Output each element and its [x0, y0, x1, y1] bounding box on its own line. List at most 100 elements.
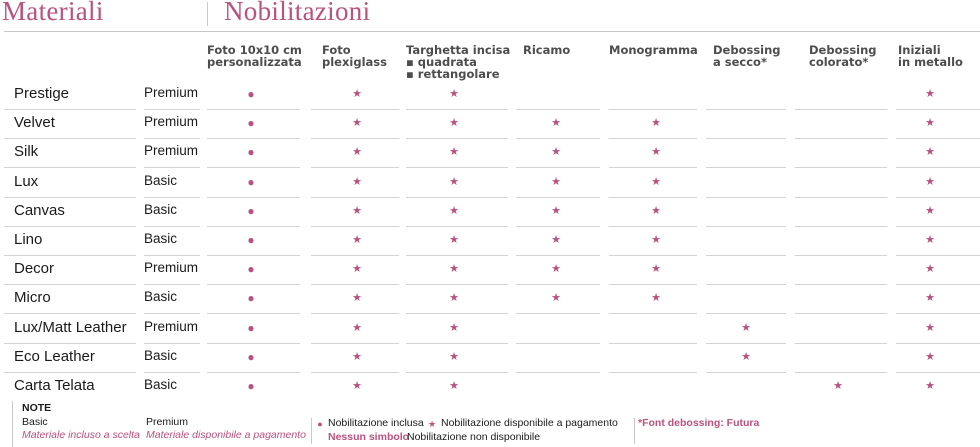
note-none-symbol: Nessun simbolo — [328, 431, 410, 443]
row-rule — [406, 226, 508, 227]
material-name: Eco Leather — [14, 347, 95, 365]
paid-star-icon: ★ — [651, 292, 661, 305]
paid-star-icon: ★ — [449, 204, 459, 217]
row-rule — [706, 138, 786, 139]
paid-star-icon: ★ — [352, 292, 362, 305]
column-header-line: Debossing — [809, 43, 877, 57]
column-header: Debossing a secco* — [713, 44, 781, 68]
row-rule — [795, 372, 887, 373]
paid-star-icon: ★ — [449, 146, 459, 159]
row-rule — [406, 197, 508, 198]
included-dot-icon: ● — [247, 291, 255, 306]
row-rule — [896, 372, 980, 373]
material-level: Basic — [144, 201, 178, 217]
column-header-line: Foto — [322, 43, 351, 57]
column-header: Debossing colorato* — [809, 44, 877, 68]
row-rule — [4, 109, 136, 110]
top-rule — [4, 31, 980, 32]
paid-star-icon: ★ — [449, 175, 459, 188]
row-rule — [4, 284, 136, 285]
material-name: Canvas — [14, 201, 65, 219]
row-rule — [144, 372, 200, 373]
row-rule — [406, 138, 508, 139]
row-rule — [406, 284, 508, 285]
included-dot-icon: ● — [247, 320, 255, 335]
row-rule — [4, 226, 136, 227]
row-rule — [406, 255, 508, 256]
note-basic-label: Basic — [22, 416, 48, 428]
paid-star-icon: ★ — [651, 204, 661, 217]
row-rule — [896, 109, 980, 110]
column-header: Monogramma — [609, 44, 698, 56]
row-rule — [311, 138, 399, 139]
paid-star-icon: ★ — [833, 380, 843, 392]
material-level: Basic — [144, 347, 178, 363]
row-rule — [516, 197, 600, 198]
row-rule — [207, 138, 300, 139]
material-name: Carta Telata — [14, 377, 95, 394]
material-level: Basic — [144, 172, 178, 188]
paid-star-icon: ★ — [449, 350, 459, 363]
paid-star-icon: ★ — [352, 204, 362, 217]
note-paid-label: Nobilitazione disponibile a pagamento — [441, 417, 618, 429]
row-rule — [4, 343, 136, 344]
included-dot-icon: ● — [247, 145, 255, 160]
row-rule — [706, 313, 786, 314]
row-rule — [207, 313, 300, 314]
row-rule — [516, 284, 600, 285]
row-rule — [311, 226, 399, 227]
row-rule — [609, 226, 697, 227]
row-rule — [795, 167, 887, 168]
material-level: Premium — [144, 85, 199, 100]
material-level: Basic — [144, 231, 178, 246]
row-rule — [4, 372, 136, 373]
column-header-line: Monogramma — [609, 43, 698, 57]
notes-divider-2 — [311, 418, 312, 444]
column-header-line: Targhetta incisa — [406, 43, 511, 57]
material-level: Premium — [144, 318, 199, 334]
row-rule — [795, 343, 887, 344]
paid-star-icon: ★ — [352, 88, 362, 100]
row-rule — [4, 313, 136, 314]
column-header-line: Debossing — [713, 43, 781, 57]
row-rule — [516, 109, 600, 110]
row-rule — [144, 255, 200, 256]
row-rule — [609, 138, 697, 139]
paid-star-icon: ★ — [449, 88, 459, 100]
material-name: Lino — [14, 231, 43, 248]
material-level: Premium — [144, 260, 199, 276]
row-rule — [795, 109, 887, 110]
paid-star-icon: ★ — [651, 175, 661, 188]
included-dot-icon: ● — [247, 87, 255, 101]
column-header-line: ▪ quadrata — [406, 55, 477, 69]
notes-title: NOTE — [22, 402, 52, 414]
row-rule — [406, 167, 508, 168]
row-rule — [406, 109, 508, 110]
row-rule — [896, 167, 980, 168]
paid-star-icon: ★ — [925, 321, 935, 334]
row-rule — [144, 313, 200, 314]
column-header-line: plexiglass — [322, 55, 387, 69]
paid-star-icon: ★ — [925, 380, 935, 392]
row-rule — [311, 343, 399, 344]
row-rule — [706, 109, 786, 110]
row-rule — [896, 255, 980, 256]
row-rule — [311, 167, 399, 168]
row-rule — [896, 343, 980, 344]
paid-star-icon: ★ — [551, 263, 561, 276]
row-rule — [795, 226, 887, 227]
row-rule — [706, 226, 786, 227]
row-rule — [144, 343, 200, 344]
included-dot-icon: ● — [247, 174, 255, 189]
row-rule — [896, 313, 980, 314]
row-rule — [706, 372, 786, 373]
row-rule — [406, 372, 508, 373]
note-premium-desc: Materiale disponibile a pagamento — [146, 429, 306, 441]
row-rule — [311, 255, 399, 256]
row-rule — [795, 284, 887, 285]
row-rule — [609, 372, 697, 373]
paid-star-icon: ★ — [352, 234, 362, 246]
paid-star-icon: ★ — [551, 175, 561, 188]
paid-star-icon: ★ — [925, 292, 935, 305]
paid-star-icon: ★ — [449, 234, 459, 246]
